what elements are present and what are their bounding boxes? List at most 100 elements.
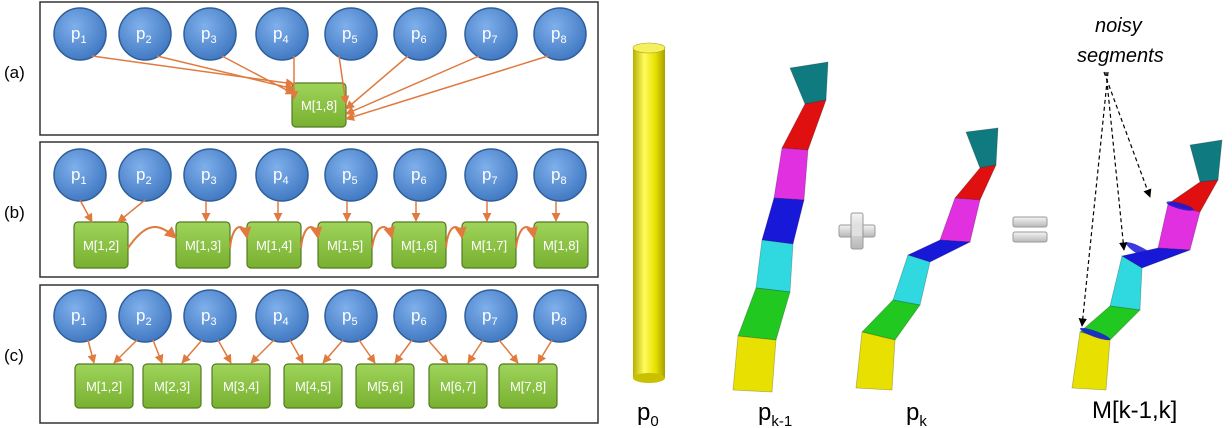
panel-b-box-3: M[1,4] (246, 221, 302, 269)
snake-merged-segment-3 (1157, 203, 1201, 251)
panel-b-chain-6 (515, 226, 538, 249)
snake-pk-1-segment-1 (789, 61, 829, 105)
snake-pk-segment-5 (892, 254, 931, 306)
panel-a-node-1: p1 (53, 7, 107, 61)
svg-text:M[1,2]: M[1,2] (83, 238, 119, 253)
panel-c-arrow-l-3 (217, 339, 232, 364)
panel-a-arrow-5 (338, 55, 350, 105)
panel-b-node-2: p2 (118, 148, 172, 202)
svg-text:M[1,6]: M[1,6] (401, 238, 437, 253)
svg-text:p7: p7 (482, 24, 498, 46)
panel-b-node-4: p4 (255, 148, 309, 202)
panel-a-node-5: p5 (324, 7, 378, 61)
panel-c-arrow-l-4 (289, 339, 304, 364)
panel-a-arrow-1 (91, 55, 295, 88)
snake-pk-1-segment-7 (732, 335, 777, 393)
svg-text:p8: p8 (551, 165, 567, 187)
svg-text:p1: p1 (71, 24, 87, 46)
panel-b-arrow-1 (79, 199, 93, 223)
panel-c-frame (39, 284, 599, 424)
panel-c-node-2: p2 (118, 289, 172, 343)
panel-c-arrow-r-3 (250, 339, 275, 364)
panel-c-arrow-r-4 (322, 339, 344, 364)
svg-text:M[5,6]: M[5,6] (367, 379, 403, 394)
panel-b-chain-4 (371, 226, 396, 249)
svg-text:p8: p8 (551, 306, 567, 328)
svg-text:M[1,5]: M[1,5] (327, 238, 363, 253)
panel-b-chain-5 (445, 226, 467, 249)
panel-c-arrow-l-6 (427, 339, 449, 364)
snake-pk-1-segment-3 (773, 147, 809, 201)
svg-text:M[7,8]: M[7,8] (510, 379, 546, 394)
panel-b-node-8: p8 (533, 148, 587, 202)
panel-c-node-1: p1 (53, 289, 107, 343)
panel-a-box-1: M[1,8] (291, 82, 347, 128)
snake-pk-1 (732, 61, 829, 393)
svg-text:p6: p6 (411, 165, 427, 187)
svg-text:M[1,8]: M[1,8] (543, 238, 579, 253)
svg-text:M[3,4]: M[3,4] (223, 379, 259, 394)
caption-p0: p0 (637, 399, 659, 428)
panel-c-arrow-r-7 (537, 339, 553, 364)
panel-c-box-5: M[5,6] (355, 363, 415, 409)
snake-merged-noise-2 (1126, 242, 1158, 262)
snake-pk-segment-3 (939, 197, 981, 243)
snake-pk-1-segment-5 (755, 239, 794, 293)
svg-text:M[1,3]: M[1,3] (185, 238, 221, 253)
caption-merged: M[k-1,k] (1092, 397, 1177, 424)
panel-c-arrow-l-2 (152, 339, 164, 364)
panel-c-box-3: M[3,4] (211, 363, 271, 409)
svg-text:p7: p7 (482, 306, 498, 328)
panel-label-b: (b) (4, 203, 25, 222)
panel-b-box-2: M[1,3] (175, 221, 231, 269)
plus-icon (838, 212, 876, 250)
svg-text:M[4,5]: M[4,5] (295, 379, 331, 394)
panel-a-arrow-6 (345, 55, 409, 110)
snake-merged-noise-3 (1079, 327, 1111, 341)
panel-c-node-7: p7 (464, 289, 518, 343)
svg-text:M[1,7]: M[1,7] (471, 238, 507, 253)
panel-a-frame (39, 1, 599, 136)
snake-merged-noise-1 (1166, 201, 1194, 211)
panel-b-box-7: M[1,8] (533, 221, 589, 269)
panel-a-arrow-2 (156, 55, 295, 92)
panel-b-chain-2 (229, 226, 252, 249)
svg-text:p8: p8 (551, 24, 567, 46)
caption-pk-1: pk-1 (758, 399, 792, 428)
panel-a-node-7: p7 (464, 7, 518, 61)
annotation-arrows (1078, 71, 1152, 327)
panel-a-node-6: p6 (393, 7, 447, 61)
panel-b-box-1: M[1,2] (73, 221, 129, 269)
panel-a-node-8: p8 (533, 7, 587, 61)
caption-pk: pk (906, 399, 927, 428)
panel-a-arrow-8 (345, 55, 549, 121)
svg-text:p4: p4 (273, 24, 289, 46)
panel-b-chain-1 (127, 226, 177, 249)
panel-c-box-2: M[2,3] (142, 363, 202, 409)
snake-pk-segment-1 (965, 127, 999, 169)
snake-pk-1-segment-6 (737, 287, 791, 341)
svg-text:p7: p7 (482, 165, 498, 187)
annotation-noisy: noisy (1095, 15, 1143, 37)
panel-c-box-1: M[1,2] (74, 363, 134, 409)
svg-text:p3: p3 (201, 165, 217, 187)
panel-b-node-3: p3 (183, 148, 237, 202)
svg-text:p5: p5 (342, 24, 358, 46)
svg-text:p3: p3 (201, 24, 217, 46)
svg-text:p6: p6 (411, 306, 427, 328)
snake-pk-segment-2 (954, 164, 997, 201)
svg-text:p1: p1 (71, 165, 87, 187)
panel-c-node-5: p5 (324, 289, 378, 343)
panel-a-node-3: p3 (183, 7, 237, 61)
svg-text:M[2,3]: M[2,3] (154, 379, 190, 394)
snake-pk-1-segment-4 (761, 197, 805, 245)
panel-c-arrow-l-5 (358, 339, 376, 364)
panel-a-arrow-3 (221, 55, 295, 95)
svg-text:M[1,8]: M[1,8] (301, 98, 337, 113)
panel-c-box-6: M[6,7] (428, 363, 488, 409)
svg-text:p2: p2 (136, 165, 152, 187)
panel-c-node-4: p4 (255, 289, 309, 343)
svg-text:M[6,7]: M[6,7] (440, 379, 476, 394)
panel-b-box-5: M[1,6] (391, 221, 447, 269)
